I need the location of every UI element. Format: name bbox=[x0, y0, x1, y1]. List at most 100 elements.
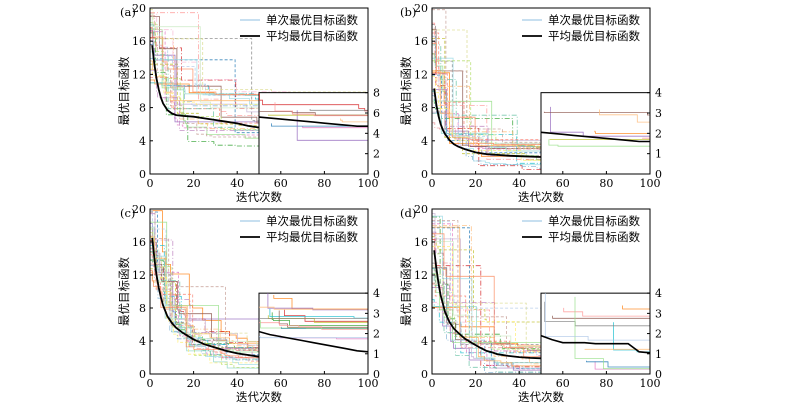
inset-layer bbox=[259, 93, 368, 141]
y-tick-label: 16 bbox=[414, 236, 428, 249]
y-tick-label: 16 bbox=[414, 35, 428, 48]
y-tick-label: 16 bbox=[132, 236, 146, 249]
inset-tick-label: 3 bbox=[373, 307, 380, 320]
inset-tick-label: 4 bbox=[655, 287, 662, 300]
inset-tick-label: 4 bbox=[373, 127, 380, 140]
inset-single-run-line bbox=[284, 309, 368, 322]
single-run-line bbox=[432, 299, 650, 366]
x-tick-label: 40 bbox=[512, 377, 526, 390]
single-run-line bbox=[432, 38, 650, 161]
y-tick-label: 16 bbox=[132, 35, 146, 48]
single-run-line bbox=[150, 24, 368, 131]
y-tick-label: 8 bbox=[421, 102, 428, 115]
single-run-line bbox=[432, 73, 650, 157]
inset-tick-label: 0 bbox=[373, 168, 380, 181]
x-tick-label: 20 bbox=[187, 177, 201, 190]
x-tick-label: 20 bbox=[469, 177, 483, 190]
single-run-line bbox=[150, 68, 368, 107]
x-axis-label: 迭代次数 bbox=[518, 390, 564, 404]
inset-average-line bbox=[259, 330, 368, 353]
x-tick-label: 80 bbox=[599, 177, 613, 190]
y-tick-label: 4 bbox=[421, 335, 428, 348]
single-run-line bbox=[432, 95, 650, 169]
inset-tick-label: 1 bbox=[655, 148, 662, 161]
y-tick-label: 0 bbox=[421, 168, 428, 181]
x-tick-label: 0 bbox=[429, 177, 436, 190]
x-tick-label: 20 bbox=[469, 377, 483, 390]
inset-box bbox=[540, 292, 651, 375]
x-tick-label: 100 bbox=[640, 177, 661, 190]
legend-average-label: 平均最优目标函数 bbox=[266, 230, 358, 244]
inset-single-run-line bbox=[271, 123, 368, 127]
inset-tick-label: 4 bbox=[373, 287, 380, 300]
single-run-line bbox=[150, 270, 368, 360]
y-tick-label: 0 bbox=[421, 368, 428, 381]
y-tick-label: 0 bbox=[139, 368, 146, 381]
inset-single-run-line bbox=[544, 293, 650, 341]
x-tick-label: 100 bbox=[358, 377, 379, 390]
inset-tick-label: 4 bbox=[655, 87, 662, 100]
inset-tick-label: 1 bbox=[373, 348, 380, 361]
inset-tick-label: 0 bbox=[655, 368, 662, 381]
inset-single-run-line bbox=[309, 109, 368, 111]
y-axis-label: 最优目标函数 bbox=[117, 257, 131, 326]
y-tick-label: 20 bbox=[414, 203, 428, 216]
inset-single-run-line bbox=[550, 106, 650, 137]
axes-frame bbox=[431, 208, 651, 375]
single-run-line bbox=[432, 231, 650, 360]
single-run-line bbox=[150, 63, 368, 127]
x-axis-label: 迭代次数 bbox=[518, 190, 564, 204]
y-tick-label: 8 bbox=[139, 302, 146, 315]
x-axis-label: 迭代次数 bbox=[236, 190, 282, 204]
y-tick-label: 4 bbox=[421, 135, 428, 148]
inset-tick-label: 2 bbox=[373, 148, 380, 161]
single-run-line bbox=[432, 29, 650, 150]
single-run-line bbox=[150, 210, 368, 360]
y-tick-label: 8 bbox=[139, 102, 146, 115]
inset-single-run-line bbox=[548, 139, 650, 147]
inset-single-run-line bbox=[599, 109, 650, 123]
inset-tick-label: 2 bbox=[655, 328, 662, 341]
inset-single-run-line bbox=[274, 102, 368, 117]
single-run-line bbox=[150, 227, 368, 348]
inset-single-run-line bbox=[260, 320, 368, 329]
single-run-line bbox=[432, 9, 650, 153]
panel-label: (d) bbox=[400, 206, 416, 220]
panel-label: (b) bbox=[400, 5, 416, 19]
x-tick-label: 0 bbox=[429, 377, 436, 390]
x-tick-label: 60 bbox=[274, 377, 288, 390]
x-tick-label: 100 bbox=[358, 177, 379, 190]
single-run-line bbox=[432, 22, 650, 160]
single-run-line bbox=[432, 42, 650, 145]
inset-single-run-line bbox=[552, 315, 650, 319]
single-run-line bbox=[432, 236, 650, 323]
inset-single-run-line bbox=[259, 306, 368, 310]
legend-average-label: 平均最优目标函数 bbox=[266, 29, 358, 43]
x-tick-label: 80 bbox=[317, 177, 331, 190]
axes-frame bbox=[149, 208, 369, 375]
single-run-line bbox=[432, 226, 650, 367]
x-tick-label: 60 bbox=[274, 177, 288, 190]
x-tick-label: 40 bbox=[230, 377, 244, 390]
x-tick-label: 80 bbox=[317, 377, 331, 390]
single-run-line bbox=[150, 44, 368, 149]
inset-tick-label: 3 bbox=[655, 307, 662, 320]
legend-average-label: 平均最优目标函数 bbox=[548, 29, 640, 43]
single-run-line bbox=[432, 283, 650, 351]
single-run-line bbox=[150, 213, 368, 358]
y-tick-label: 12 bbox=[132, 269, 146, 282]
x-tick-label: 40 bbox=[512, 177, 526, 190]
y-tick-label: 20 bbox=[414, 2, 428, 15]
x-tick-label: 0 bbox=[147, 177, 154, 190]
legend-average-label: 平均最优目标函数 bbox=[548, 230, 640, 244]
axes-frame bbox=[431, 7, 651, 175]
x-tick-label: 100 bbox=[640, 377, 661, 390]
y-tick-label: 12 bbox=[132, 68, 146, 81]
x-tick-label: 60 bbox=[556, 177, 570, 190]
single-run-line bbox=[432, 220, 650, 361]
inset-single-run-line bbox=[302, 126, 368, 129]
